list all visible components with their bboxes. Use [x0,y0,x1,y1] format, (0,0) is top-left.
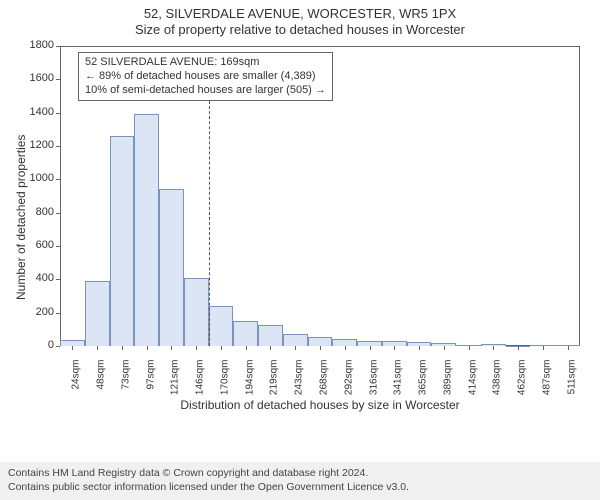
x-tick-mark [419,346,420,350]
y-tick-label: 1600 [14,72,54,84]
x-tick-label: 462sqm [517,360,528,420]
x-tick-label: 292sqm [343,360,354,420]
histogram-bar [258,325,283,346]
x-tick-mark [394,346,395,350]
x-tick-label: 414sqm [467,360,478,420]
x-tick-mark [221,346,222,350]
x-tick-label: 194sqm [244,360,255,420]
y-tick-label: 1400 [14,106,54,118]
y-tick-mark [56,279,60,280]
x-tick-label: 365sqm [418,360,429,420]
histogram-bar [209,306,234,346]
y-tick-label: 1000 [14,172,54,184]
x-tick-label: 438sqm [492,360,503,420]
histogram-bar [283,334,308,347]
x-tick-mark [246,346,247,350]
y-tick-mark [56,246,60,247]
x-tick-label: 243sqm [294,360,305,420]
x-tick-label: 511sqm [566,360,577,420]
x-tick-label: 73sqm [120,360,131,420]
x-tick-mark [196,346,197,350]
y-tick-mark [56,213,60,214]
footer-line-2: Contains public sector information licen… [8,481,592,495]
x-tick-mark [370,346,371,350]
x-tick-label: 97sqm [145,360,156,420]
histogram-bar [134,114,159,346]
histogram-bar [308,337,333,346]
x-tick-mark [469,346,470,350]
y-tick-label: 800 [14,206,54,218]
y-tick-mark [56,179,60,180]
x-tick-mark [568,346,569,350]
x-tick-label: 48sqm [96,360,107,420]
histogram-bar [85,281,110,346]
x-tick-mark [270,346,271,350]
y-tick-mark [56,313,60,314]
y-tick-label: 200 [14,306,54,318]
footer-line-1: Contains HM Land Registry data © Crown c… [8,467,592,481]
y-tick-mark [56,346,60,347]
histogram-bar [233,321,258,346]
x-tick-mark [97,346,98,350]
annotation-line: ← 89% of detached houses are smaller (4,… [85,70,326,84]
histogram-bar [159,189,184,346]
histogram-bar [184,278,209,346]
y-tick-label: 1800 [14,39,54,51]
property-marker-line [209,96,210,346]
y-tick-mark [56,79,60,80]
x-tick-label: 268sqm [319,360,330,420]
histogram-bar [110,136,135,346]
histogram-bar [332,339,357,347]
annotation-line: 10% of semi-detached houses are larger (… [85,84,326,98]
x-tick-label: 389sqm [442,360,453,420]
x-tick-mark [444,346,445,350]
x-tick-label: 24sqm [71,360,82,420]
x-tick-mark [493,346,494,350]
chart-container: Number of detached properties 52 SILVERD… [0,40,600,420]
title-subtitle: Size of property relative to detached ho… [0,22,600,37]
x-tick-mark [345,346,346,350]
x-tick-label: 219sqm [269,360,280,420]
x-tick-mark [122,346,123,350]
x-tick-mark [171,346,172,350]
y-tick-label: 1200 [14,139,54,151]
y-tick-mark [56,146,60,147]
y-tick-label: 600 [14,239,54,251]
x-tick-mark [543,346,544,350]
y-tick-mark [56,46,60,47]
x-tick-mark [295,346,296,350]
title-address: 52, SILVERDALE AVENUE, WORCESTER, WR5 1P… [0,6,600,21]
y-tick-label: 0 [14,339,54,351]
y-tick-label: 400 [14,272,54,284]
annotation-line: 52 SILVERDALE AVENUE: 169sqm [85,56,326,70]
annotation-box: 52 SILVERDALE AVENUE: 169sqm← 89% of det… [78,52,333,101]
x-tick-label: 341sqm [393,360,404,420]
y-tick-mark [56,113,60,114]
x-tick-mark [72,346,73,350]
x-tick-mark [320,346,321,350]
x-tick-label: 487sqm [541,360,552,420]
x-tick-label: 146sqm [195,360,206,420]
x-tick-label: 316sqm [368,360,379,420]
x-tick-mark [147,346,148,350]
footer-attribution: Contains HM Land Registry data © Crown c… [0,462,600,500]
x-tick-mark [518,346,519,350]
x-tick-label: 121sqm [170,360,181,420]
x-tick-label: 170sqm [219,360,230,420]
